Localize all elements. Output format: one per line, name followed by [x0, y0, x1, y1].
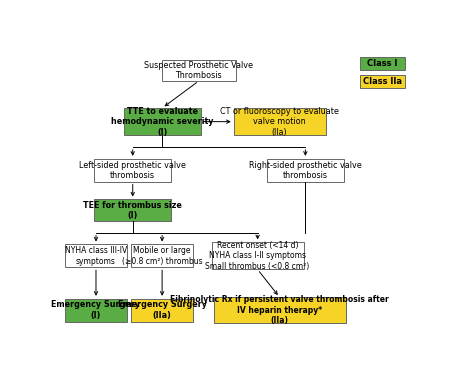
Text: TEE for thrombus size
(I): TEE for thrombus size (I): [83, 200, 182, 220]
Text: CT or fluoroscopy to evaluate
valve motion
(IIa): CT or fluoroscopy to evaluate valve moti…: [220, 107, 339, 137]
FancyBboxPatch shape: [360, 57, 405, 69]
FancyBboxPatch shape: [213, 297, 346, 323]
Text: Class I: Class I: [367, 59, 398, 68]
FancyBboxPatch shape: [162, 59, 236, 81]
FancyBboxPatch shape: [131, 244, 193, 267]
FancyBboxPatch shape: [65, 299, 127, 322]
FancyBboxPatch shape: [94, 200, 171, 221]
Text: Left-sided prosthetic valve
thrombosis: Left-sided prosthetic valve thrombosis: [79, 161, 186, 180]
Text: Mobile or large
(≥0.8 cm²) thrombus: Mobile or large (≥0.8 cm²) thrombus: [122, 246, 202, 266]
FancyBboxPatch shape: [234, 108, 326, 135]
Text: NYHA class III-IV
symptoms: NYHA class III-IV symptoms: [65, 246, 127, 266]
FancyBboxPatch shape: [94, 159, 171, 182]
Text: Recent onset (<14 d)
NYHA class I-II symptoms
Small thrombus (<0.8 cm²): Recent onset (<14 d) NYHA class I-II sym…: [206, 241, 310, 271]
Text: Suspected Prosthetic Valve
Thrombosis: Suspected Prosthetic Valve Thrombosis: [145, 60, 253, 80]
FancyBboxPatch shape: [360, 75, 405, 88]
Text: Class IIa: Class IIa: [363, 77, 402, 86]
Text: Right-sided prosthetic valve
thrombosis: Right-sided prosthetic valve thrombosis: [249, 161, 362, 180]
FancyBboxPatch shape: [65, 244, 127, 267]
Text: TTE to evaluate
hemodynamic severity
(I): TTE to evaluate hemodynamic severity (I): [111, 107, 213, 137]
Text: Fibrinolytic Rx if persistent valve thrombosis after
IV heparin therapy*
(IIa): Fibrinolytic Rx if persistent valve thro…: [170, 295, 389, 325]
FancyBboxPatch shape: [267, 159, 344, 182]
FancyBboxPatch shape: [212, 242, 303, 269]
FancyBboxPatch shape: [124, 108, 201, 135]
Text: Emergency Surgery
(IIa): Emergency Surgery (IIa): [118, 301, 207, 320]
Text: Emergency Surgery
(I): Emergency Surgery (I): [52, 301, 140, 320]
FancyBboxPatch shape: [131, 299, 193, 322]
